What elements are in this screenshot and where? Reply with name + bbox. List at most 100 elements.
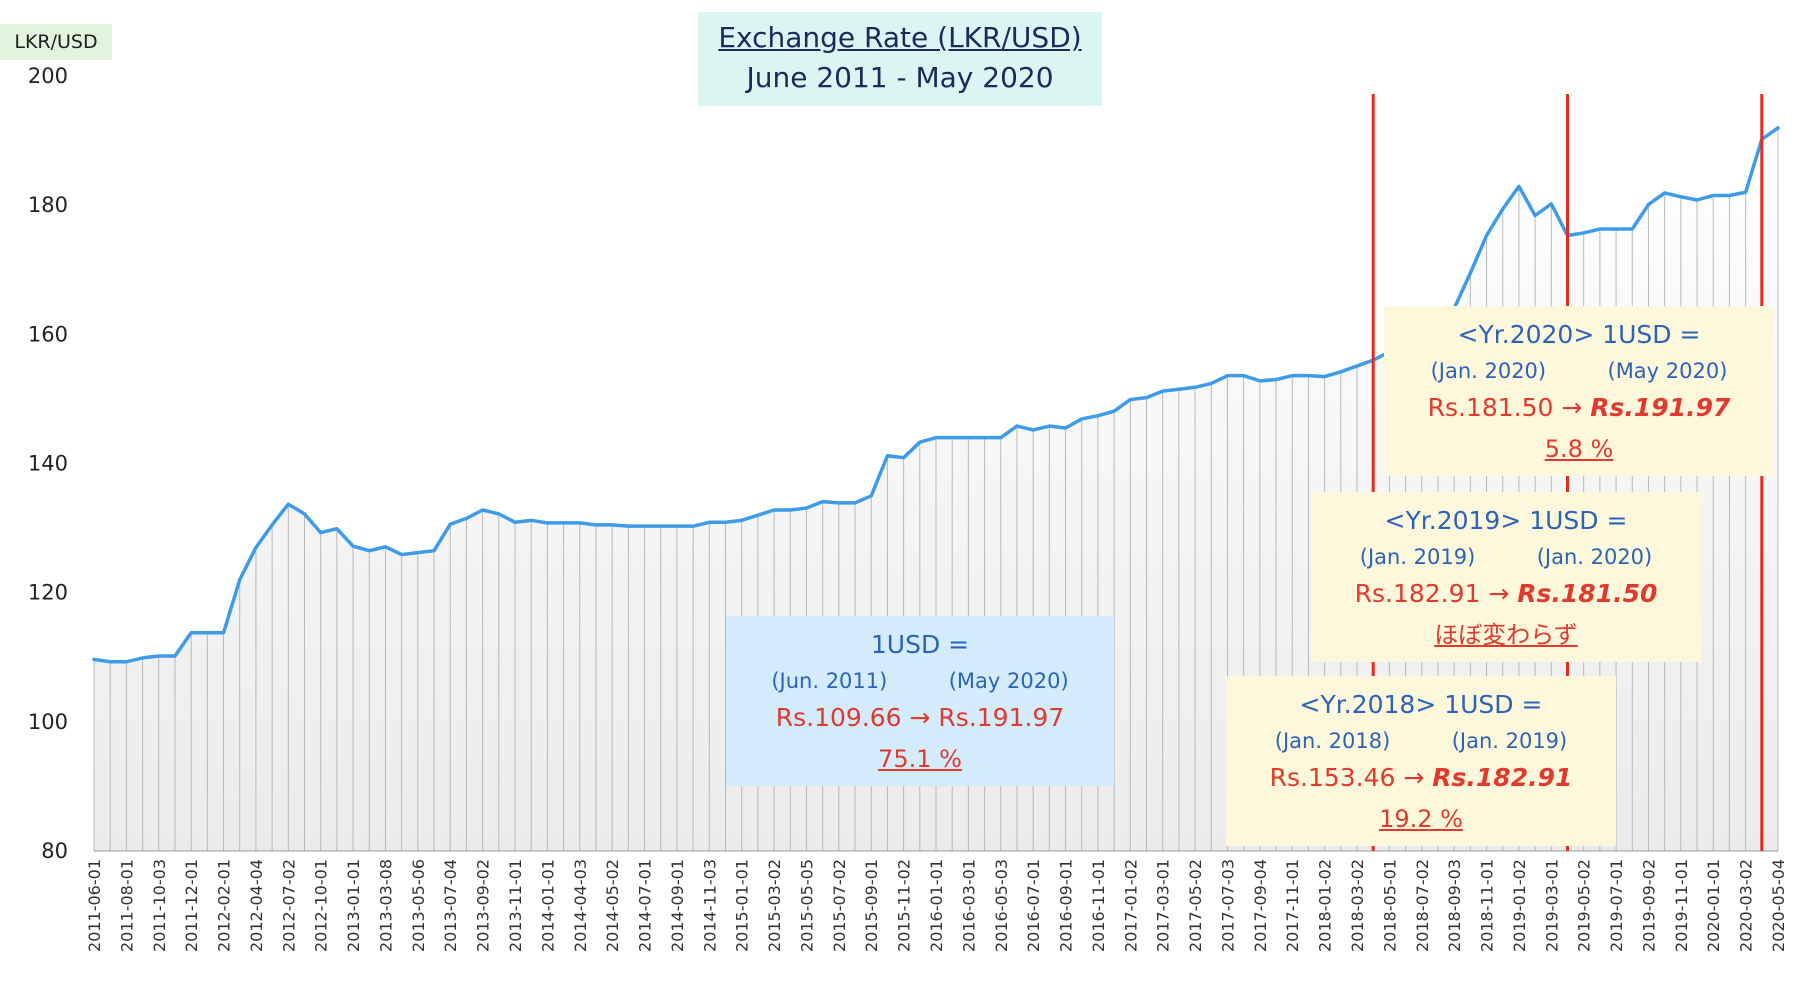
annotation-overall-to-rate: Rs.191.97 bbox=[938, 703, 1065, 732]
x-tick-label: 2018-11-01 bbox=[1478, 859, 1497, 952]
x-tick-label: 2013-05-06 bbox=[409, 859, 428, 952]
annotation-yr2019-dates: (Jan. 2019) (Jan. 2020) bbox=[1311, 540, 1701, 574]
annotation-overall-head: 1USD = bbox=[870, 630, 970, 659]
x-tick-label: 2017-03-01 bbox=[1154, 859, 1173, 952]
annotation-yr2018-to-rate: Rs.182.91 bbox=[1432, 763, 1573, 792]
annotation-yr2018-pct: 19.2 % bbox=[1379, 805, 1463, 833]
x-tick-label: 2017-01-02 bbox=[1121, 859, 1140, 952]
y-tick-label: 100 bbox=[28, 710, 68, 734]
x-tick-label: 2011-06-01 bbox=[85, 859, 104, 952]
x-tick-label: 2013-07-04 bbox=[441, 859, 460, 952]
x-tick-label: 2012-02-01 bbox=[215, 859, 234, 952]
x-tick-label: 2017-09-04 bbox=[1251, 859, 1270, 952]
x-tick-label: 2015-05-05 bbox=[798, 859, 817, 952]
annotation-yr2020-pct: 5.8 % bbox=[1544, 435, 1614, 463]
annotation-yr2018-to-date: (Jan. 2019) bbox=[1451, 729, 1568, 753]
annotation-yr2019-pct: ほぼ変わらず bbox=[1434, 621, 1578, 649]
x-tick-label: 2015-09-01 bbox=[862, 859, 881, 952]
annotation-yr2018-from-date: (Jan. 2018) bbox=[1274, 729, 1391, 753]
x-tick-label: 2016-05-03 bbox=[992, 859, 1011, 952]
x-tick-label: 2014-07-01 bbox=[636, 859, 655, 952]
annotation-yr2019: <Yr.2019> 1USD = (Jan. 2019) (Jan. 2020)… bbox=[1311, 492, 1701, 662]
y-tick-label: 80 bbox=[41, 839, 68, 863]
x-tick-label: 2016-11-01 bbox=[1089, 859, 1108, 952]
annotation-yr2019-from-date: (Jan. 2019) bbox=[1359, 545, 1476, 569]
x-tick-label: 2017-07-03 bbox=[1219, 859, 1238, 952]
annotation-yr2020: <Yr.2020> 1USD = (Jan. 2020) (May 2020) … bbox=[1384, 306, 1774, 476]
x-tick-label: 2013-11-01 bbox=[506, 859, 525, 952]
x-tick-label: 2017-05-02 bbox=[1186, 859, 1205, 952]
annotation-yr2020-from-date: (Jan. 2020) bbox=[1430, 359, 1547, 383]
x-tick-label: 2016-01-01 bbox=[927, 859, 946, 952]
annotation-overall: 1USD = (Jun. 2011) (May 2020) Rs.109.66 … bbox=[726, 616, 1114, 786]
annotation-overall-from-date: (Jun. 2011) bbox=[771, 669, 888, 693]
annotation-yr2019-from-rate: Rs.182.91 → bbox=[1354, 579, 1510, 608]
x-tick-label: 2015-01-01 bbox=[733, 859, 752, 952]
x-tick-label: 2015-07-02 bbox=[830, 859, 849, 952]
x-tick-label: 2017-11-01 bbox=[1283, 859, 1302, 952]
chart-title: Exchange Rate (LKR/USD) bbox=[718, 21, 1082, 54]
x-tick-label: 2019-03-01 bbox=[1542, 859, 1561, 952]
x-tick-label: 2018-01-02 bbox=[1316, 859, 1335, 952]
x-tick-label: 2014-05-02 bbox=[603, 859, 622, 952]
annotation-yr2019-to-rate: Rs.181.50 bbox=[1517, 579, 1658, 608]
annotation-yr2018-dates: (Jan. 2018) (Jan. 2019) bbox=[1226, 724, 1616, 758]
x-tick-label: 2019-01-02 bbox=[1510, 859, 1529, 952]
x-tick-label: 2012-07-02 bbox=[279, 859, 298, 952]
annotation-yr2018-from-rate: Rs.153.46 → bbox=[1269, 763, 1425, 792]
chart-subtitle: June 2011 - May 2020 bbox=[746, 61, 1054, 94]
annotation-yr2020-head: <Yr.2020> 1USD = bbox=[1457, 320, 1701, 349]
annotation-yr2019-rate: Rs.182.91 → Rs.181.50 bbox=[1311, 574, 1701, 614]
chart-title-box: Exchange Rate (LKR/USD) June 2011 - May … bbox=[698, 12, 1102, 106]
x-tick-label: 2013-03-08 bbox=[377, 859, 396, 952]
annotation-yr2019-head: <Yr.2019> 1USD = bbox=[1384, 506, 1628, 535]
x-tick-label: 2011-08-01 bbox=[117, 859, 136, 952]
x-tick-label: 2014-01-01 bbox=[538, 859, 557, 952]
x-tick-label: 2014-09-01 bbox=[668, 859, 687, 952]
y-tick-label: 160 bbox=[28, 322, 68, 346]
annotation-yr2019-to-date: (Jan. 2020) bbox=[1536, 545, 1653, 569]
annotation-overall-to-date: (May 2020) bbox=[948, 669, 1069, 693]
x-tick-label: 2012-04-04 bbox=[247, 859, 266, 952]
x-tick-label: 2020-01-01 bbox=[1704, 859, 1723, 952]
annotation-overall-from-rate: Rs.109.66 → bbox=[775, 703, 931, 732]
y-tick-label: 200 bbox=[28, 64, 68, 88]
y-tick-label: 180 bbox=[28, 193, 68, 217]
annotation-yr2020-from-rate: Rs.181.50 → bbox=[1427, 393, 1583, 422]
annotation-yr2020-to-date: (May 2020) bbox=[1607, 359, 1728, 383]
annotation-yr2020-rate: Rs.181.50 → Rs.191.97 bbox=[1384, 388, 1774, 428]
y-axis-unit-label: LKR/USD bbox=[0, 24, 112, 60]
annotation-overall-dates: (Jun. 2011) (May 2020) bbox=[726, 664, 1114, 698]
x-tick-label: 2016-03-01 bbox=[959, 859, 978, 952]
annotation-yr2020-dates: (Jan. 2020) (May 2020) bbox=[1384, 354, 1774, 388]
y-tick-label: 140 bbox=[28, 452, 68, 476]
x-tick-label: 2012-10-01 bbox=[312, 859, 331, 952]
x-tick-label: 2014-11-03 bbox=[700, 859, 719, 952]
x-tick-label: 2018-07-02 bbox=[1413, 859, 1432, 952]
x-tick-label: 2020-03-02 bbox=[1737, 859, 1756, 952]
x-tick-label: 2015-03-02 bbox=[765, 859, 784, 952]
x-tick-label: 2018-09-03 bbox=[1445, 859, 1464, 952]
x-tick-label: 2019-09-02 bbox=[1640, 859, 1659, 952]
y-tick-label: 120 bbox=[28, 581, 68, 605]
x-tick-label: 2016-09-01 bbox=[1057, 859, 1076, 952]
x-tick-label: 2015-11-02 bbox=[895, 859, 914, 952]
series-line bbox=[92, 126, 1780, 664]
x-tick-label: 2018-05-01 bbox=[1380, 859, 1399, 952]
annotation-yr2018-head: <Yr.2018> 1USD = bbox=[1299, 690, 1543, 719]
x-tick-label: 2020-05-04 bbox=[1769, 859, 1788, 952]
x-tick-label: 2019-07-01 bbox=[1607, 859, 1626, 952]
x-tick-label: 2019-11-01 bbox=[1672, 859, 1691, 952]
x-tick-label: 2016-07-01 bbox=[1024, 859, 1043, 952]
x-tick-label: 2018-03-02 bbox=[1348, 859, 1367, 952]
x-tick-label: 2011-12-01 bbox=[182, 859, 201, 952]
annotation-yr2018: <Yr.2018> 1USD = (Jan. 2018) (Jan. 2019)… bbox=[1226, 676, 1616, 846]
annotation-overall-rate: Rs.109.66 → Rs.191.97 bbox=[726, 698, 1114, 738]
annotation-yr2018-rate: Rs.153.46 → Rs.182.91 bbox=[1226, 758, 1616, 798]
x-tick-label: 2013-01-01 bbox=[344, 859, 363, 952]
x-tick-label: 2013-09-02 bbox=[474, 859, 493, 952]
annotation-overall-pct: 75.1 % bbox=[878, 745, 962, 773]
annotation-yr2020-to-rate: Rs.191.97 bbox=[1590, 393, 1731, 422]
